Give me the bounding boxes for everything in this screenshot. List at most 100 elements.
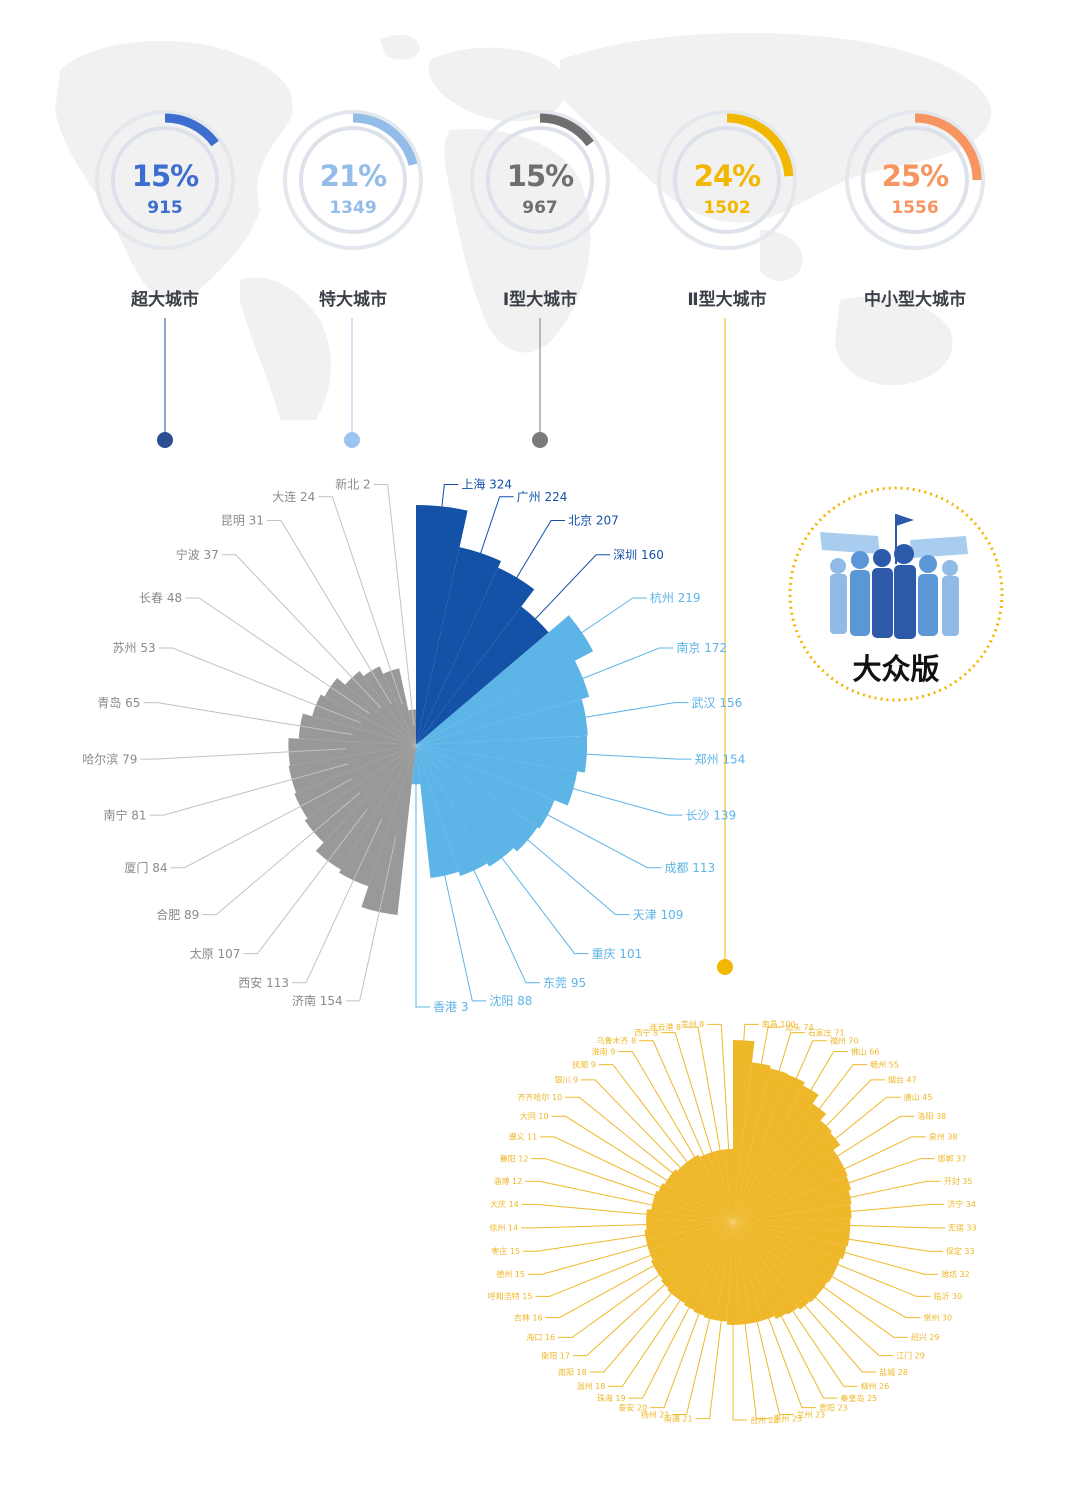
leader-line <box>797 1203 945 1217</box>
leader-line <box>618 1051 713 1187</box>
ring-arc <box>726 113 794 177</box>
city-label: 杭州 219 <box>650 590 701 605</box>
leader-line <box>683 1026 727 1183</box>
radial-bar <box>693 1222 733 1316</box>
city-label: 济南 154 <box>292 993 343 1008</box>
city-label: 扬州 21 <box>641 1409 670 1419</box>
tier-ring-4: 24% 1502 Ⅱ型大城市 <box>652 105 802 310</box>
leader-line <box>143 702 353 736</box>
tier-label: 特大城市 <box>319 290 387 310</box>
leader-line <box>707 1023 732 1182</box>
ring-count: 915 <box>147 198 183 218</box>
city-label: 无锡 33 <box>948 1224 977 1233</box>
radial-bar <box>644 1222 733 1241</box>
ring-graphic <box>470 110 610 250</box>
ring-percent: 15% <box>131 159 199 193</box>
leader-line <box>639 1040 718 1186</box>
city-label: 太原 107 <box>190 946 241 961</box>
city-label: 东莞 95 <box>543 976 586 990</box>
tier-ring-1: 15% 915 超大城市 <box>90 105 240 310</box>
ring-count: 1556 <box>891 198 939 218</box>
city-label: 遵义 11 <box>509 1132 538 1142</box>
radial-bar <box>733 1204 852 1222</box>
city-label: 秦皇岛 25 <box>840 1393 877 1403</box>
leader-line <box>140 748 346 760</box>
leader-line <box>589 1261 700 1373</box>
radial-bar <box>416 745 555 829</box>
ring-graphic <box>845 110 985 250</box>
leader-line <box>221 554 382 709</box>
radial-bar <box>411 745 421 785</box>
leader-line <box>628 1268 710 1399</box>
tier-label: 中小型大城市 <box>864 290 966 310</box>
ring-graphic <box>95 110 235 250</box>
radial-bar <box>646 1209 733 1222</box>
leader-line <box>170 778 353 869</box>
radial-bar <box>651 1222 733 1271</box>
leader-line <box>431 816 487 1002</box>
leader-line <box>732 1278 747 1421</box>
city-label: 海口 16 <box>526 1332 555 1342</box>
leader-line <box>572 1256 696 1357</box>
city-label: 邯郸 37 <box>938 1153 967 1163</box>
city-label: 台州 23 <box>750 1415 779 1425</box>
leader-line <box>521 1222 686 1229</box>
radial-bar <box>715 1222 733 1322</box>
leader-line <box>608 1264 705 1387</box>
city-label: 衡阳 17 <box>541 1350 570 1360</box>
leader-line <box>509 749 692 760</box>
ring-percent: 15% <box>506 159 574 193</box>
city-label: 泉州 38 <box>929 1132 958 1142</box>
leader-line <box>531 1158 691 1208</box>
radial-bar <box>664 1176 733 1222</box>
city-label: 北京 207 <box>568 514 619 528</box>
city-label: 天津 109 <box>633 908 684 922</box>
city-label: 唐山 45 <box>904 1092 933 1102</box>
leader-line <box>775 1051 848 1150</box>
leader-line <box>796 1231 943 1252</box>
radial-bar <box>416 698 588 745</box>
leader-line <box>695 1276 728 1420</box>
radial-bar <box>733 1222 752 1325</box>
leader-line <box>462 806 589 955</box>
city-label: 重庆 101 <box>592 947 643 961</box>
leader-line <box>789 1096 901 1177</box>
leader-line <box>415 766 430 1008</box>
radial-bar <box>684 1222 733 1311</box>
city-label: 香港 3 <box>433 1000 468 1014</box>
radial-bar <box>683 1159 733 1222</box>
leader-line <box>158 647 362 724</box>
leader-line <box>757 1032 805 1139</box>
leader-line <box>672 1275 721 1415</box>
radial-bar <box>733 1222 787 1320</box>
city-label: 深圳 160 <box>613 548 664 562</box>
radial-bar <box>383 668 416 745</box>
tier-ring-5: 25% 1556 中小型大城市 <box>840 105 990 310</box>
city-label: 连云港 8 <box>649 1022 681 1032</box>
radial-bar <box>715 1149 733 1222</box>
ring-percent: 21% <box>319 159 387 193</box>
leader-line <box>185 597 370 714</box>
ring-percent: 25% <box>881 159 949 193</box>
radial-bar <box>733 1132 841 1222</box>
radial-bar <box>724 1149 733 1222</box>
city-label: 银川 9 <box>554 1075 578 1085</box>
radial-bar <box>733 1062 771 1222</box>
ring-count: 967 <box>522 198 558 218</box>
tier-label: Ⅱ型大城市 <box>687 290 767 310</box>
city-label: 佛山 66 <box>851 1046 880 1056</box>
leader-line <box>149 763 348 816</box>
city-label: 惠州 23 <box>773 1413 802 1423</box>
radial-bar <box>416 735 588 773</box>
city-label: 广州 224 <box>517 490 568 504</box>
radial-bar <box>733 1149 842 1222</box>
city-label: 合肥 89 <box>156 907 199 922</box>
ring-percent: 24% <box>693 159 761 193</box>
leader-line <box>790 1244 931 1297</box>
radial-bar <box>416 615 594 745</box>
city-label: 常州 30 <box>923 1313 952 1322</box>
city-label: 沈阳 88 <box>489 993 532 1008</box>
city-label: 成都 113 <box>664 861 715 875</box>
